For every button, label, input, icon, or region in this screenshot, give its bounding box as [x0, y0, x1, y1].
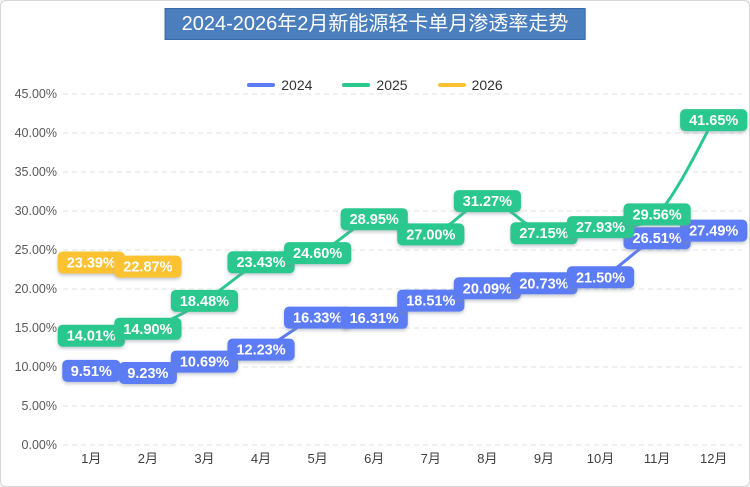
svg-text:18.51%: 18.51% [406, 294, 455, 310]
x-axis-tick: 10月 [587, 451, 614, 466]
svg-text:26.51%: 26.51% [633, 231, 682, 247]
x-axis-tick: 3月 [194, 451, 214, 466]
legend-swatch-2026 [437, 83, 466, 87]
data-label-2025-6月: 28.95% [340, 208, 408, 231]
x-axis-tick: 8月 [477, 451, 497, 466]
svg-text:20.73%: 20.73% [519, 276, 568, 292]
svg-text:24.60%: 24.60% [293, 246, 342, 262]
y-axis-tick: 5.00% [22, 399, 57, 413]
data-label-2025-1月: 14.01% [57, 324, 125, 347]
svg-text:20.09%: 20.09% [463, 281, 512, 297]
svg-text:16.33%: 16.33% [293, 311, 342, 327]
x-axis-tick: 7月 [421, 451, 441, 466]
data-label-2025-5月: 24.60% [284, 242, 352, 265]
svg-text:27.49%: 27.49% [689, 224, 738, 240]
data-label-2025-3月: 18.48% [170, 289, 239, 312]
data-label-2024-2月: 9.23% [118, 362, 177, 385]
legend-item-2026[interactable]: 2026 [437, 77, 503, 93]
legend-label: 2024 [281, 77, 313, 93]
y-axis-tick: 10.00% [15, 360, 57, 374]
svg-text:31.27%: 31.27% [463, 194, 512, 210]
legend-item-2024[interactable]: 2024 [247, 77, 312, 93]
x-axis-tick: 2月 [138, 451, 158, 466]
x-axis-tick: 11月 [644, 451, 671, 466]
y-axis-tick: 20.00% [15, 282, 57, 296]
svg-text:23.43%: 23.43% [236, 255, 285, 271]
data-label-2026-1月: 23.39% [57, 251, 125, 274]
data-label-2025-9月: 27.15% [510, 222, 578, 245]
data-label-2026-2月: 22.87% [114, 255, 182, 278]
legend-swatch-2024 [247, 83, 276, 87]
y-axis-tick: 30.00% [15, 204, 57, 218]
svg-text:18.48%: 18.48% [180, 294, 229, 310]
data-label-2024-7月: 18.51% [397, 289, 465, 312]
x-axis-tick: 5月 [308, 451, 328, 466]
svg-text:9.51%: 9.51% [71, 364, 112, 380]
data-label-2025-12月: 41.65% [680, 109, 748, 132]
data-label-2024-6月: 16.31% [340, 306, 408, 329]
y-axis-tick: 35.00% [15, 165, 57, 179]
y-axis-tick: 0.00% [22, 438, 57, 452]
data-label-2024-5月: 16.33% [284, 306, 352, 329]
svg-text:23.39%: 23.39% [67, 256, 116, 272]
data-label-2024-8月: 20.09% [453, 277, 521, 300]
svg-text:16.31%: 16.31% [350, 311, 399, 327]
data-label-2025-11月: 29.56% [623, 203, 691, 226]
data-label-2025-7月: 27.00% [397, 223, 465, 246]
svg-text:27.93%: 27.93% [576, 220, 625, 236]
x-axis-tick: 1月 [81, 451, 101, 466]
legend-label: 2025 [376, 77, 408, 93]
svg-text:12.23%: 12.23% [236, 343, 285, 359]
y-axis-tick: 25.00% [15, 243, 57, 257]
svg-text:14.90%: 14.90% [123, 322, 172, 338]
legend-label: 2026 [471, 77, 503, 93]
legend-item-2025[interactable]: 2025 [342, 77, 408, 93]
data-label-2025-8月: 31.27% [453, 190, 521, 213]
data-label-2024-1月: 9.51% [62, 359, 121, 382]
y-axis-tick: 40.00% [15, 126, 57, 140]
svg-text:21.50%: 21.50% [576, 270, 625, 286]
x-axis-tick: 6月 [364, 451, 384, 466]
svg-text:27.15%: 27.15% [519, 226, 568, 242]
chart-title: 2024-2026年2月新能源轻卡单月渗透率走势 [164, 8, 586, 40]
data-label-2024-4月: 12.23% [227, 338, 295, 361]
data-label-2024-3月: 10.69% [170, 350, 239, 373]
svg-text:9.23%: 9.23% [127, 366, 168, 382]
x-axis-tick: 9月 [534, 451, 554, 466]
svg-text:29.56%: 29.56% [633, 207, 682, 223]
data-label-2024-9月: 20.73% [510, 272, 578, 295]
svg-text:10.69%: 10.69% [180, 355, 229, 371]
legend-swatch-2025 [342, 83, 371, 87]
y-axis-tick: 45.00% [15, 87, 57, 101]
y-axis-tick: 15.00% [15, 321, 57, 335]
svg-text:22.87%: 22.87% [123, 260, 172, 276]
x-axis-tick: 4月 [251, 451, 271, 466]
data-label-2024-10月: 21.50% [566, 266, 635, 289]
svg-text:28.95%: 28.95% [350, 212, 399, 228]
data-label-2025-2月: 14.90% [114, 317, 182, 340]
svg-text:27.00%: 27.00% [406, 227, 455, 243]
data-label-2024-11月: 26.51% [623, 227, 691, 250]
svg-text:14.01%: 14.01% [67, 329, 116, 345]
data-label-2025-10月: 27.93% [566, 216, 635, 239]
legend: 2024 2025 2026 [1, 77, 749, 93]
data-label-2025-4月: 23.43% [227, 251, 295, 274]
data-label-2024-12月: 27.49% [680, 219, 748, 242]
svg-text:41.65%: 41.65% [689, 113, 738, 129]
x-axis-tick: 12月 [700, 451, 727, 466]
